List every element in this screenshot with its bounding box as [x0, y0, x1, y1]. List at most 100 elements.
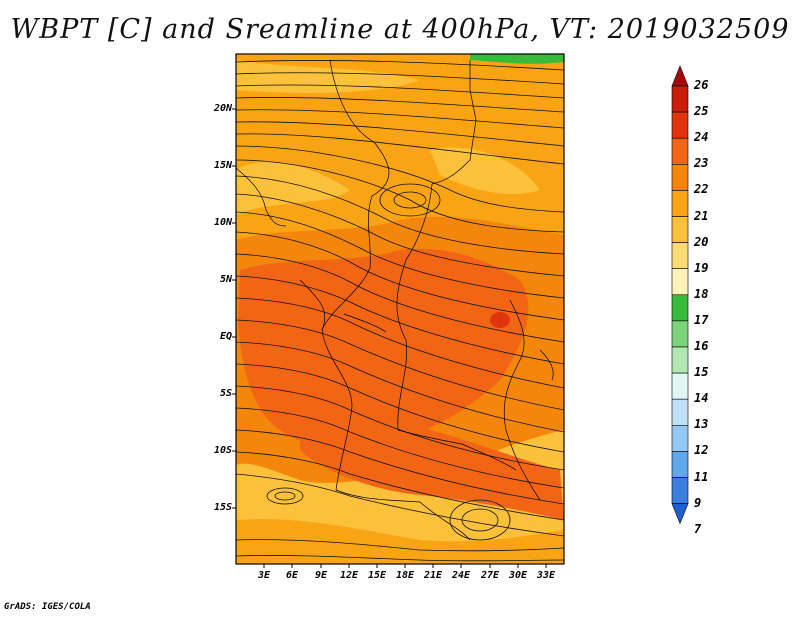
colorbar	[671, 65, 689, 525]
colorbar-label: 22	[694, 182, 709, 197]
streamline	[236, 109, 564, 129]
colorbar-label: 14	[694, 391, 709, 406]
colorbar-swatch	[671, 477, 689, 504]
vortex-north-inner	[393, 191, 427, 209]
colorbar-label: 11	[694, 469, 709, 484]
colorbar-label: 20	[694, 234, 709, 249]
lat-label-20n: 20N	[213, 103, 232, 114]
lat-label-5s: 5S	[219, 388, 232, 399]
lon-label-30e: 30E	[508, 570, 528, 581]
vortex-se	[449, 499, 511, 541]
fill-patch-yellow-sw	[240, 476, 330, 517]
streamline	[236, 159, 564, 233]
fill-red-spot	[490, 312, 510, 328]
colorbar-swatch	[671, 164, 689, 191]
colorbar-swatch	[671, 424, 689, 452]
colorbar-label: 15	[694, 365, 709, 380]
colorbar-swatch	[671, 111, 689, 139]
border	[329, 59, 390, 197]
colorbar-swatch	[671, 242, 689, 270]
border	[335, 489, 471, 541]
border	[397, 429, 517, 471]
lat-ticks	[232, 108, 236, 509]
chart-title: WBPT [C] and Sreamline at 400hPa, VT: 20…	[10, 14, 790, 45]
colorbar-label: 17	[694, 312, 709, 327]
colorbar-swatch	[671, 190, 689, 217]
border	[503, 299, 541, 501]
lat-label-5n: 5N	[219, 274, 232, 285]
colorbar-top-arrow	[671, 65, 689, 87]
colorbar-swatch	[671, 137, 689, 165]
colorbar-swatch	[671, 294, 689, 322]
colorbar-swatch	[671, 451, 689, 478]
colorbar-label: 16	[694, 339, 709, 353]
streamline	[236, 429, 564, 505]
colorbar-bottom-arrow	[671, 503, 689, 525]
colorbar-label: 13	[694, 417, 709, 432]
streamline	[236, 175, 564, 255]
streamline	[236, 473, 564, 537]
colorbar-label: 18	[694, 286, 709, 301]
lat-label-10n: 10N	[213, 217, 232, 228]
lat-label-15n: 15N	[213, 160, 232, 171]
colorbar-label: 24	[694, 130, 709, 145]
colorbar-swatch	[671, 268, 689, 296]
lon-label-21e: 21E	[423, 570, 443, 581]
streamline	[236, 97, 564, 113]
borders-layer	[236, 59, 554, 541]
vortex-se-inner	[461, 508, 499, 532]
colorbar-label: 21	[694, 208, 709, 223]
streamline	[236, 211, 564, 299]
colorbar-label: 12	[694, 443, 709, 458]
lat-label-15s: 15S	[213, 502, 232, 513]
lon-ticks	[263, 564, 547, 568]
streamline	[236, 451, 564, 521]
border	[539, 349, 554, 381]
streamline	[236, 133, 564, 165]
fill-patch-yellow-1	[236, 161, 350, 215]
streamline	[236, 363, 564, 453]
streamline	[236, 145, 564, 213]
colorbar-swatch	[671, 216, 689, 243]
fill-dark-orange-core	[238, 248, 529, 453]
lon-label-6e: 6E	[285, 570, 299, 581]
streamline	[236, 121, 564, 147]
fill-green-corner	[470, 54, 564, 64]
streamline	[236, 319, 564, 411]
colorbar-label: 19	[694, 260, 709, 275]
streamline	[236, 555, 564, 562]
streamline	[236, 297, 564, 389]
lon-label-3e: 3E	[257, 570, 271, 581]
colorbar-label: 26	[694, 78, 709, 92]
colorbar-label: 7	[694, 521, 702, 536]
fill-patch-yellow-2	[430, 147, 540, 195]
lon-label-18e: 18E	[395, 570, 415, 581]
streamline-layer	[236, 60, 564, 562]
colorbar-swatch	[671, 85, 689, 113]
colorbar-label: 25	[694, 104, 709, 119]
lon-label-27e: 27E	[480, 570, 500, 581]
streamline	[236, 193, 564, 277]
vortex-north	[379, 183, 441, 217]
colorbar-swatch	[671, 398, 689, 426]
streamline	[236, 231, 564, 321]
border	[343, 313, 387, 333]
border	[321, 195, 373, 491]
streamline	[236, 84, 564, 99]
lon-label-15e: 15E	[367, 570, 387, 581]
streamline	[236, 539, 564, 552]
border	[431, 60, 477, 185]
fill-band-south	[236, 519, 564, 564]
border	[236, 167, 287, 227]
border	[396, 183, 433, 431]
streamline	[236, 72, 564, 85]
colorbar-label: 23	[694, 156, 709, 171]
colorbar-swatch	[671, 346, 689, 374]
lon-label-12e: 12E	[339, 570, 359, 581]
border	[299, 279, 326, 331]
streamline	[236, 341, 564, 433]
lon-label-9e: 9E	[314, 570, 328, 581]
plot-frame	[235, 53, 565, 565]
vortex-sw	[266, 487, 304, 505]
